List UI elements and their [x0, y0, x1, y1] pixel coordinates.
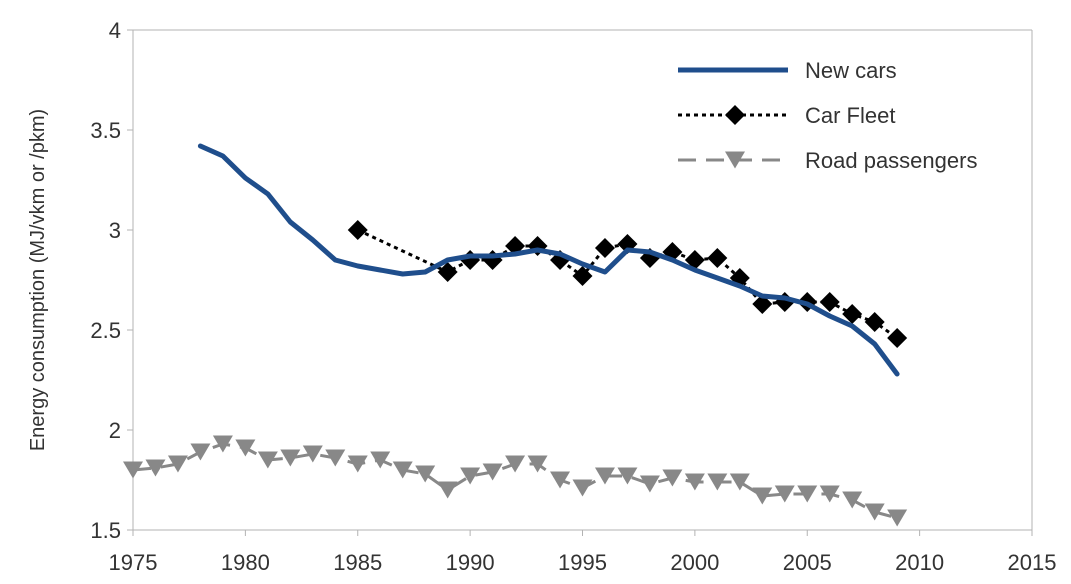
data-point	[550, 471, 571, 489]
legend-marker	[725, 105, 745, 125]
data-point	[167, 455, 188, 473]
series-line	[197, 143, 900, 377]
data-point	[302, 445, 323, 463]
data-point	[325, 449, 346, 467]
y-axis-title: Energy consumption (MJ/vkm or /pkm)	[27, 109, 49, 451]
data-point	[280, 449, 301, 467]
x-tick-label: 1995	[558, 550, 607, 575]
data-point	[864, 503, 885, 521]
y-tick-label: 3	[109, 218, 121, 243]
data-point	[212, 435, 233, 453]
data-point	[819, 292, 840, 312]
data-point	[190, 443, 211, 461]
y-tick-label: 1.5	[90, 518, 121, 543]
x-tick-label: 2015	[1008, 550, 1057, 575]
data-point	[392, 461, 413, 479]
data-point	[437, 262, 458, 282]
data-point	[370, 451, 391, 469]
legend-label: Road passengers	[805, 148, 977, 173]
data-point	[505, 455, 526, 473]
data-point	[819, 485, 840, 503]
series-line	[132, 442, 898, 520]
data-point	[594, 238, 615, 258]
data-point	[415, 465, 436, 483]
data-point	[729, 473, 750, 491]
series-new-cars	[197, 143, 900, 377]
data-point	[347, 220, 368, 240]
data-point	[235, 439, 256, 457]
x-tick-label: 1985	[333, 550, 382, 575]
data-point	[572, 266, 593, 286]
legend-label: New cars	[805, 58, 897, 83]
data-point	[257, 451, 278, 469]
data-point	[887, 509, 908, 527]
data-point	[684, 250, 705, 270]
data-point	[774, 485, 795, 503]
series-road-passengers	[123, 435, 908, 527]
x-tick-label: 2000	[670, 550, 719, 575]
data-point	[797, 485, 818, 503]
axes: 1.5 2 2.5 3 3.5 4 1975 1980 1985 1990 1995 2000 2005…	[90, 18, 1056, 575]
legend-marker	[725, 151, 745, 169]
data-point	[707, 473, 728, 491]
data-point	[842, 304, 863, 324]
legend-item: Car Fleet	[678, 103, 895, 128]
data-point	[482, 463, 503, 481]
data-point	[684, 473, 705, 491]
legend-item: Road passengers	[678, 148, 977, 173]
series-car-fleet	[347, 220, 908, 348]
series-layer	[123, 143, 908, 527]
x-tick-label: 2005	[783, 550, 832, 575]
data-point	[460, 250, 481, 270]
data-point	[662, 469, 683, 487]
data-point	[639, 475, 660, 493]
data-point	[864, 312, 885, 332]
data-point	[707, 248, 728, 268]
x-tick-label: 1975	[109, 550, 158, 575]
y-tick-label: 2	[109, 418, 121, 443]
data-point	[437, 481, 458, 499]
data-point	[572, 479, 593, 497]
legend-item: New cars	[678, 58, 897, 83]
data-point	[123, 461, 143, 479]
data-point	[752, 487, 773, 505]
data-point	[842, 491, 863, 509]
y-tick-label: 2.5	[90, 318, 121, 343]
x-tick-label: 1990	[446, 550, 495, 575]
x-tick-label: 2010	[895, 550, 944, 575]
data-point	[594, 467, 615, 485]
data-point	[460, 467, 481, 485]
y-tick-label: 3.5	[90, 118, 121, 143]
data-point	[527, 455, 548, 473]
data-point	[145, 459, 166, 477]
legend: New cars Car Fleet Road passengers	[678, 58, 977, 173]
data-point	[752, 294, 773, 314]
legend-label: Car Fleet	[805, 103, 895, 128]
x-tick-label: 1980	[221, 550, 270, 575]
y-tick-label: 4	[109, 18, 121, 43]
data-point	[887, 328, 908, 348]
data-point	[347, 455, 368, 473]
data-point	[617, 467, 638, 485]
